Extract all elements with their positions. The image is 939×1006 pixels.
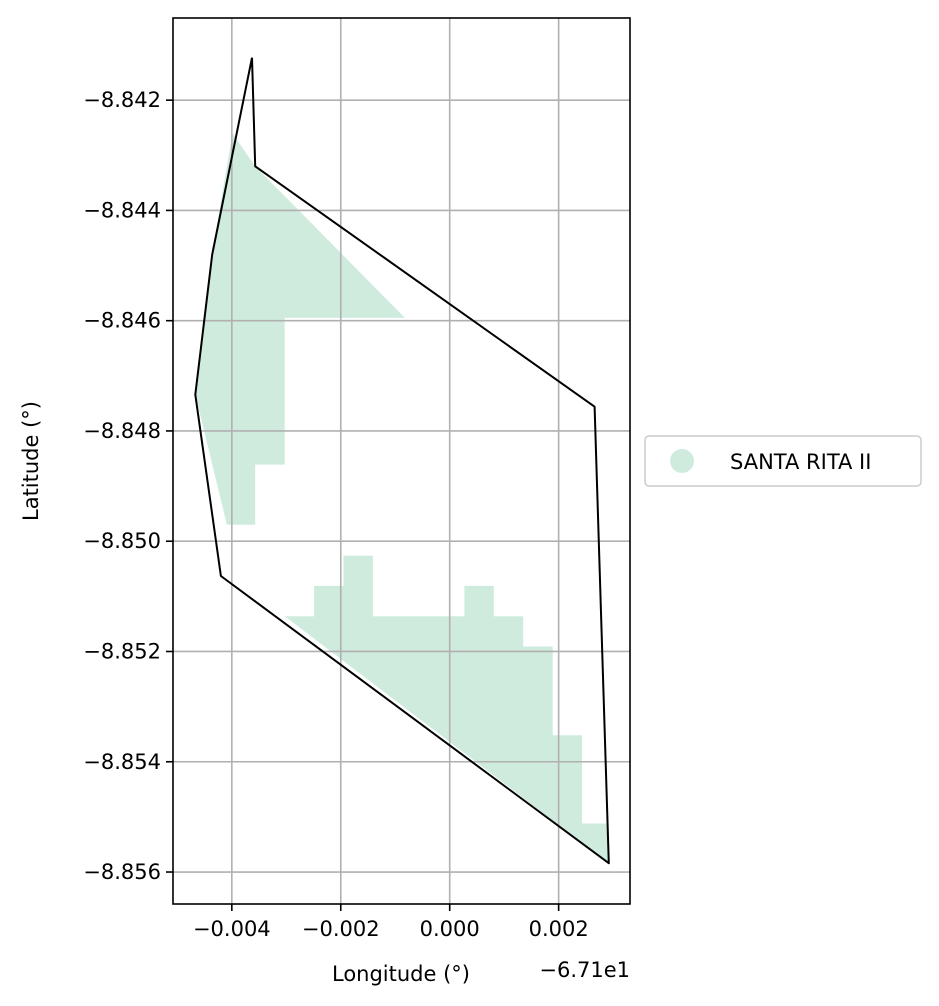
legend-box xyxy=(644,435,922,487)
legend-marker xyxy=(670,449,694,473)
x-axis-offset-label: −6.71e1 xyxy=(539,958,630,982)
filled-region-1 xyxy=(195,133,405,525)
boundary-polygon xyxy=(194,57,610,865)
y-tick-label: −8.852 xyxy=(83,639,161,663)
x-axis-label: Longitude (°) xyxy=(332,962,470,986)
y-tick-label: −8.856 xyxy=(83,860,161,884)
y-axis-ticks: −8.842 −8.844 −8.846 −8.848 −8.850 −8.852 −8.8… xyxy=(83,88,173,884)
x-tick-label: 0.000 xyxy=(420,917,480,941)
legend-entry-label: SANTA RITA II xyxy=(730,450,871,474)
y-axis-label: Latitude (°) xyxy=(19,401,43,521)
filled-regions xyxy=(195,133,609,864)
y-tick-label: −8.848 xyxy=(83,419,161,443)
x-tick-label: −0.004 xyxy=(193,917,271,941)
legend: SANTA RITA II xyxy=(644,435,922,487)
x-axis-ticks: −0.004 −0.002 0.000 0.002 xyxy=(193,904,589,941)
y-tick-label: −8.850 xyxy=(83,529,161,553)
x-tick-label: 0.002 xyxy=(529,917,589,941)
boundary-outline xyxy=(194,57,610,865)
y-tick-label: −8.846 xyxy=(83,309,161,333)
plot-frame xyxy=(172,17,631,905)
y-tick-label: −8.844 xyxy=(83,198,161,222)
y-tick-label: −8.854 xyxy=(83,750,161,774)
y-tick-label: −8.842 xyxy=(83,88,161,112)
filled-region-2 xyxy=(284,555,609,864)
grid-lines xyxy=(173,18,630,904)
x-tick-label: −0.002 xyxy=(302,917,380,941)
